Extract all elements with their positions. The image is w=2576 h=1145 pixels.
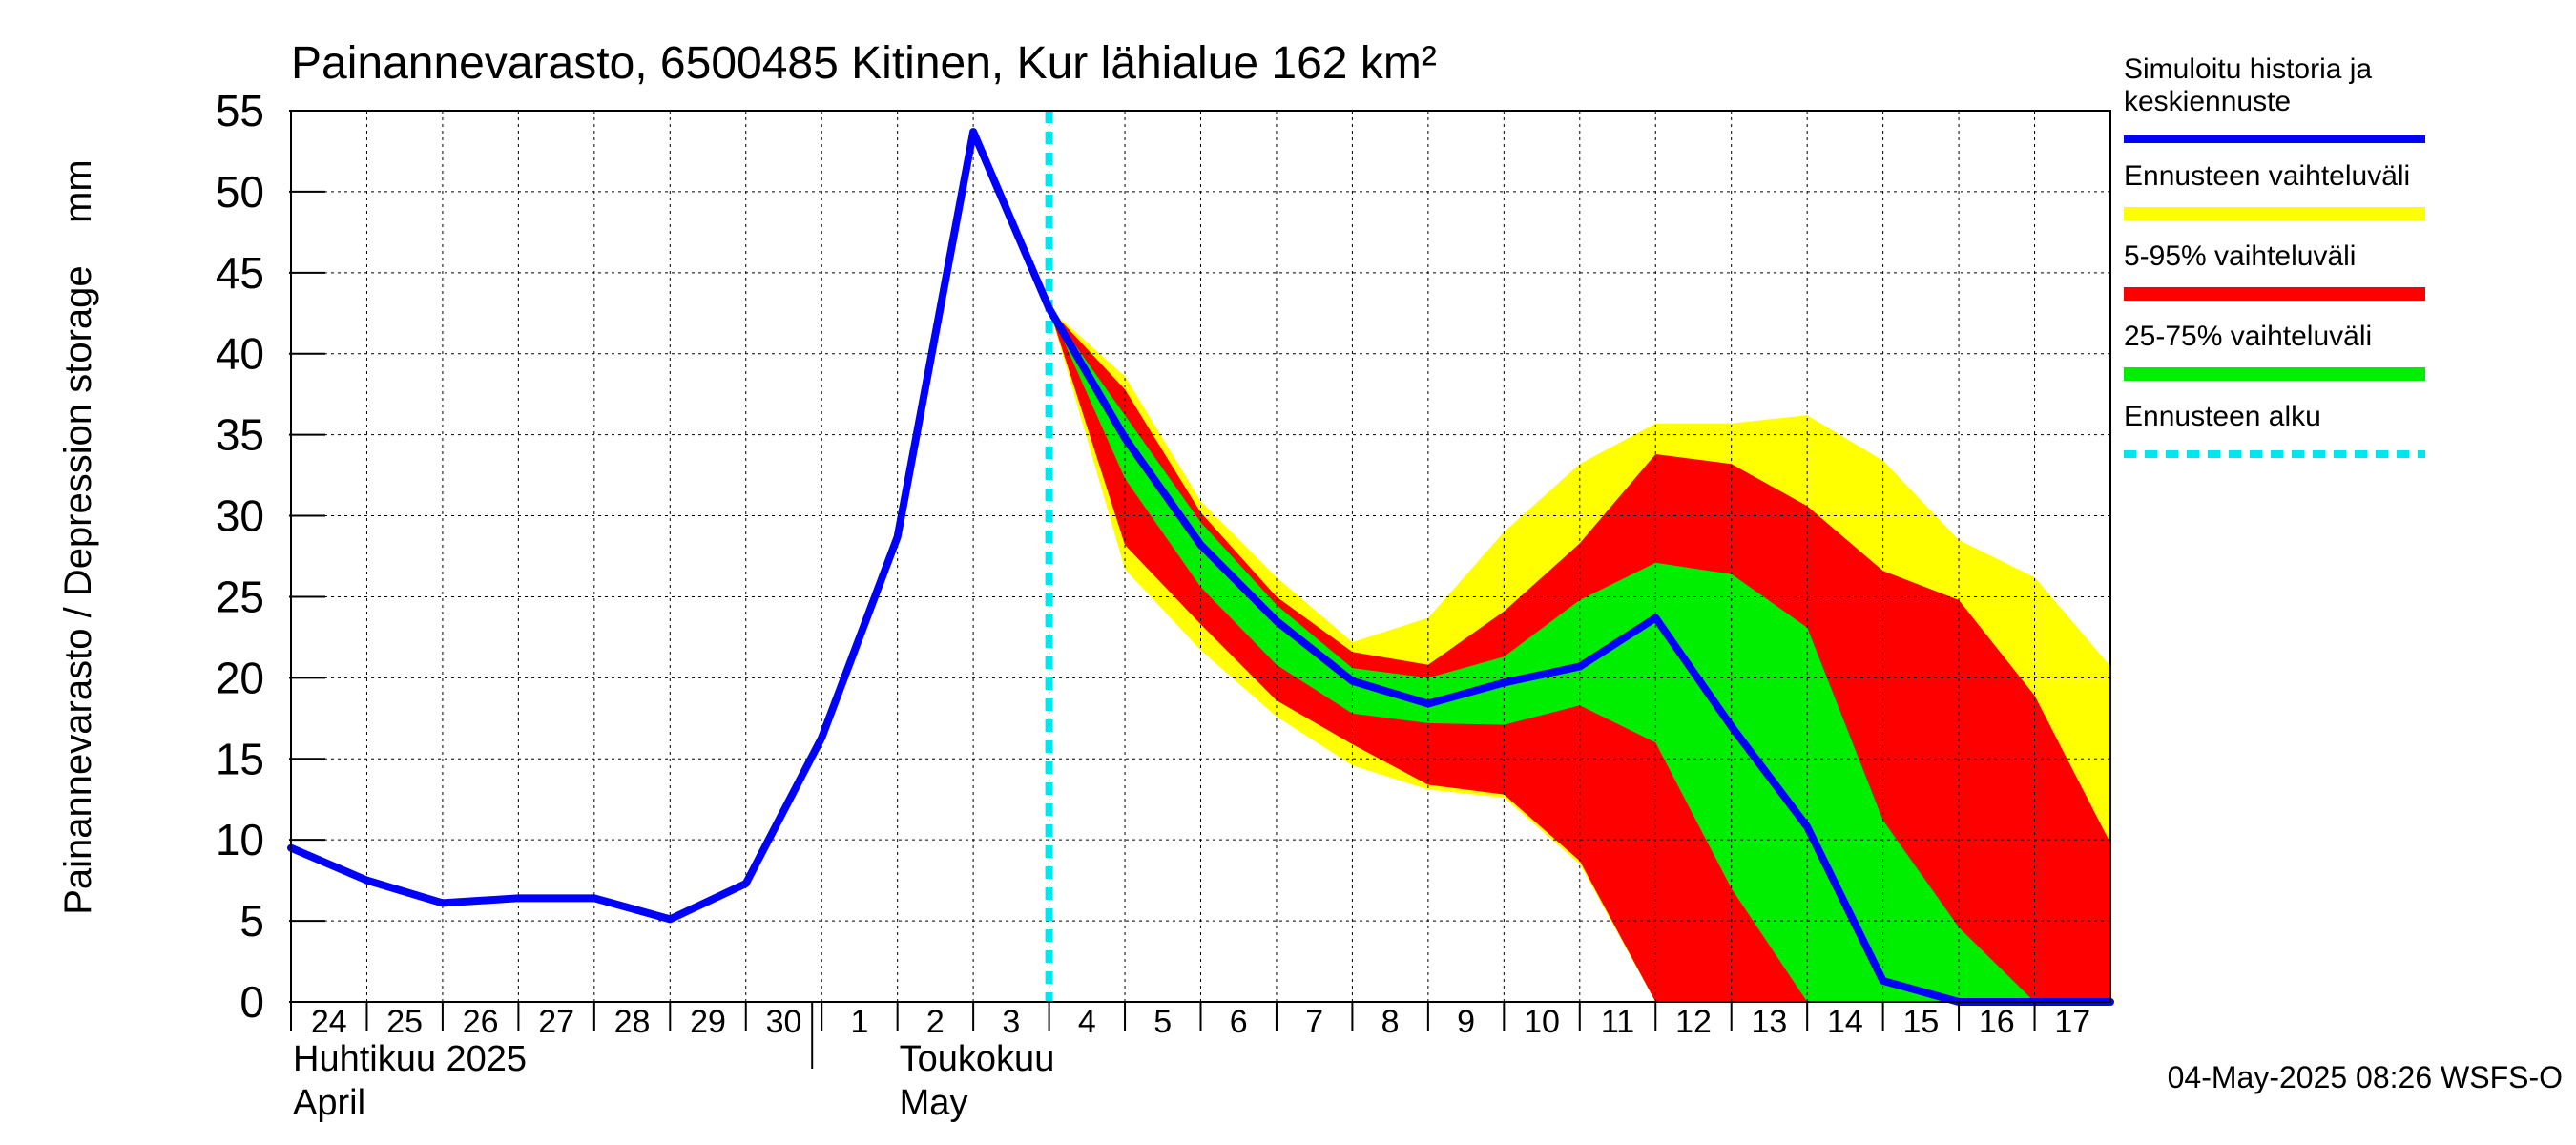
x-tick-label: 28 bbox=[614, 1004, 651, 1040]
legend-label: Simuloitu historia ja bbox=[2124, 53, 2372, 85]
x-tick-label: 16 bbox=[1979, 1004, 2015, 1040]
x-tick-label: 26 bbox=[463, 1004, 499, 1040]
x-tick-label: 27 bbox=[538, 1004, 574, 1040]
x-tick-label: 17 bbox=[2054, 1004, 2090, 1040]
x-tick-label: 5 bbox=[1153, 1004, 1172, 1040]
y-tick-label: 5 bbox=[239, 896, 264, 946]
x-tick-label: 12 bbox=[1675, 1004, 1712, 1040]
series-line-1 bbox=[287, 128, 2114, 1006]
x-tick-label: 24 bbox=[311, 1004, 347, 1040]
x-tick-label: 10 bbox=[1524, 1004, 1560, 1040]
month-label-en: May bbox=[900, 1083, 968, 1123]
legend-label: 25-75% vaihteluväli bbox=[2124, 321, 2372, 352]
x-tick-label: 14 bbox=[1827, 1004, 1863, 1040]
x-tick-label: 9 bbox=[1457, 1004, 1475, 1040]
legend-label: Ennusteen vaihteluväli bbox=[2124, 160, 2410, 192]
band-3 bbox=[1049, 308, 2110, 1002]
y-tick-label: 0 bbox=[239, 977, 264, 1027]
x-tick-label: 25 bbox=[386, 1004, 423, 1040]
month-label: Toukokuu bbox=[900, 1039, 1055, 1079]
x-tick-label: 1 bbox=[850, 1004, 868, 1040]
x-tick-label: 8 bbox=[1381, 1004, 1400, 1040]
y-axis-label: Painannevarasto / Depression storage mm bbox=[57, 159, 99, 915]
x-tick-label: 7 bbox=[1305, 1004, 1323, 1040]
legend-label: Ennusteen alku bbox=[2124, 401, 2321, 432]
x-tick-label: 30 bbox=[766, 1004, 802, 1040]
y-tick-label: 15 bbox=[216, 734, 264, 783]
chart-title: Painannevarasto, 6500485 Kitinen, Kur lä… bbox=[291, 38, 1437, 89]
x-tick-label: 3 bbox=[1002, 1004, 1020, 1040]
x-tick-label: 2 bbox=[926, 1004, 945, 1040]
month-label: Huhtikuu 2025 bbox=[293, 1039, 527, 1079]
y-tick-label: 20 bbox=[216, 653, 264, 702]
y-tick-label: 35 bbox=[216, 410, 264, 460]
y-tick-label: 50 bbox=[216, 167, 264, 217]
month-label-en: April bbox=[293, 1083, 365, 1123]
legend-label: 5-95% vaihteluväli bbox=[2124, 240, 2356, 272]
x-tick-label: 11 bbox=[1601, 1004, 1634, 1040]
y-tick-label: 10 bbox=[216, 815, 264, 864]
x-tick-label: 13 bbox=[1752, 1004, 1788, 1040]
x-tick-label: 6 bbox=[1230, 1004, 1248, 1040]
y-tick-label: 45 bbox=[216, 248, 264, 298]
y-tick-label: 30 bbox=[216, 491, 264, 541]
series-lines bbox=[287, 111, 2114, 1006]
grid-lines bbox=[291, 111, 2110, 1002]
y-tick-label: 55 bbox=[216, 86, 264, 135]
y-tick-label: 40 bbox=[216, 329, 264, 379]
timestamp: 04-May-2025 08:26 WSFS-O bbox=[2168, 1060, 2563, 1094]
x-tick-label: 4 bbox=[1078, 1004, 1096, 1040]
forecast-bands bbox=[1049, 308, 2110, 1002]
x-tick-label: 15 bbox=[1902, 1004, 1939, 1040]
legend-label: keskiennuste bbox=[2124, 86, 2291, 117]
x-tick-label: 29 bbox=[690, 1004, 726, 1040]
y-tick-label: 25 bbox=[216, 572, 264, 621]
